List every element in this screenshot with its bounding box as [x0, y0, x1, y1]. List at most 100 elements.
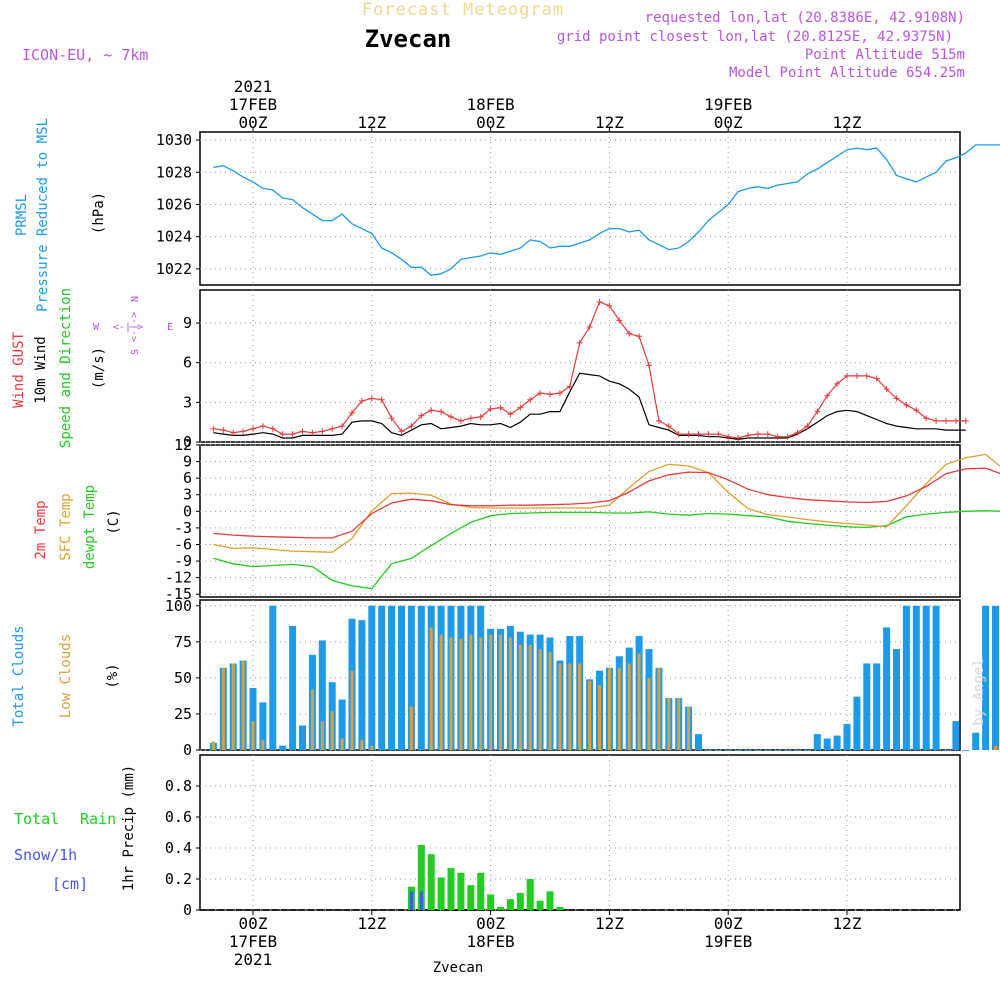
panel-frame-temp: [199, 444, 961, 598]
low-cloud-bar: [548, 651, 552, 750]
total-cloud-bar: [704, 750, 712, 751]
gust-marker: [448, 413, 454, 420]
compass-s-label: S: [130, 349, 141, 355]
y-tick-label: 50: [174, 669, 192, 687]
gust-marker: [853, 372, 860, 379]
gust-marker: [764, 431, 771, 438]
temp-series: [213, 453, 1000, 590]
total-cloud-bar: [942, 750, 950, 751]
gust-marker: [834, 380, 841, 387]
low-cloud-bar: [677, 698, 681, 750]
gust-marker: [537, 390, 544, 397]
gust-marker: [943, 417, 949, 424]
low-cloud-bar: [449, 637, 453, 750]
low-cloud-bar: [598, 685, 601, 750]
y-tick-label: 25: [174, 705, 192, 723]
wind-gust-label: Wind GUST: [11, 332, 27, 408]
dewpt-label: dewpt Temp: [82, 485, 98, 569]
gust-marker: [655, 417, 662, 424]
y-tick-label: 0: [183, 741, 192, 759]
total-clouds-label: Total Clouds: [11, 625, 27, 726]
time-label-hour-bottom: 12Z: [357, 914, 386, 933]
total-cloud-bar: [962, 750, 970, 751]
gust-marker: [368, 395, 375, 402]
y-tick-label: -12: [165, 569, 192, 587]
gust-marker: [576, 339, 583, 346]
dewpoint-line: [213, 510, 1000, 590]
gust-marker: [794, 429, 801, 436]
total-cloud-bar: [417, 605, 425, 750]
compass-arrows-vertical: <-|->: [129, 312, 140, 342]
grid-lines: 102210241026102810300369129630-3-6-9-12-…: [156, 131, 960, 919]
wind-series: [210, 298, 969, 442]
total-cloud-bar: [794, 750, 801, 751]
low-cloud-bar: [231, 663, 235, 750]
low-cloud-bar: [538, 649, 542, 750]
total-cloud-bar: [893, 649, 900, 750]
low-cloud-bar: [439, 634, 443, 750]
low-cloud-bar: [221, 667, 225, 750]
rain-bar: [536, 900, 544, 910]
model-altitude: Model Point Altitude 654.25m: [729, 65, 965, 81]
total-cloud-bar: [714, 750, 722, 751]
low-cloud-bar: [687, 706, 691, 750]
gust-marker: [903, 401, 910, 408]
gust-marker: [309, 429, 316, 436]
low-cloud-bar: [558, 663, 562, 750]
low-cloud-bar: [607, 667, 611, 750]
low-cloud-bar: [330, 711, 334, 750]
y-tick-label: 1024: [156, 228, 192, 246]
low-cloud-bar: [637, 653, 641, 750]
gust-marker: [596, 298, 603, 305]
y-tick-label: 0: [183, 901, 192, 919]
panel-frame-precip: [199, 754, 961, 911]
wind-gust-line: [213, 301, 966, 439]
gust-marker: [844, 372, 850, 379]
time-label-hour-top: 12Z: [357, 113, 386, 132]
low-cloud-bar: [241, 660, 245, 750]
total-cloud-bar: [833, 735, 841, 750]
gust-marker: [626, 330, 633, 337]
gust-marker: [636, 333, 643, 340]
gust-marker: [457, 417, 464, 424]
rain-bar: [526, 879, 534, 910]
pressure-unit-label: (hPa): [91, 192, 107, 234]
chart-subtitle: Forecast Meteogram: [362, 0, 564, 20]
low-cloud-bar: [578, 663, 582, 750]
rain-bar: [427, 854, 435, 910]
gust-marker: [507, 411, 514, 418]
gust-marker: [259, 423, 266, 430]
total-cloud-bar: [823, 738, 831, 750]
gust-marker: [824, 392, 831, 399]
gust-marker: [220, 427, 227, 434]
low-cloud-bar: [528, 644, 532, 750]
time-label-date-bottom: 17FEB: [229, 932, 277, 951]
y-tick-label: 3: [183, 486, 192, 504]
low-cloud-bar: [518, 644, 522, 750]
gust-marker: [814, 408, 821, 415]
gust-marker: [784, 433, 791, 440]
gust-marker: [497, 404, 504, 411]
total-cloud-bar: [873, 663, 881, 750]
total-cloud-bar: [912, 605, 920, 750]
total-cloud-bar: [883, 627, 891, 750]
gust-marker: [467, 415, 474, 422]
low-cloud-bar: [409, 706, 413, 750]
total-cloud-bar: [902, 605, 910, 750]
gust-marker: [735, 435, 742, 442]
snow-bar: [409, 891, 413, 910]
total-cloud-bar: [299, 725, 306, 750]
y-tick-label: -15: [165, 585, 192, 603]
gust-marker: [230, 429, 237, 436]
wind-dir-label: Speed and Direction: [58, 288, 74, 448]
total-cloud-bar: [407, 605, 415, 750]
gust-marker: [517, 404, 524, 411]
gust-marker: [715, 431, 722, 438]
requested-coords: requested lon,lat (20.8386E, 42.9108N): [645, 10, 965, 26]
gust-marker: [873, 375, 880, 382]
time-label-hour-top: 00Z: [476, 113, 505, 132]
gust-marker: [863, 372, 870, 379]
temp-unit-label: (C): [106, 509, 122, 534]
rain-bar: [546, 891, 554, 910]
